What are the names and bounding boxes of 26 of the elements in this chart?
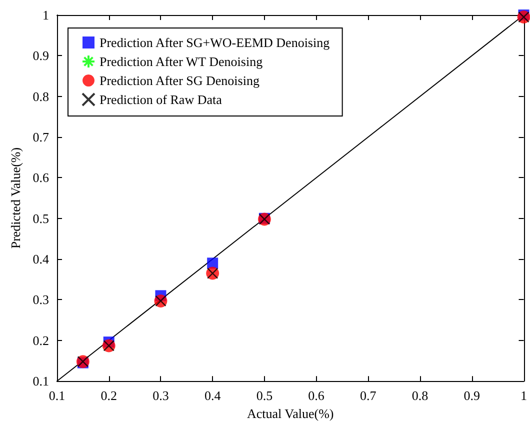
y-tick-label: 1 — [42, 8, 49, 22]
y-tick-label: 0.5 — [32, 210, 49, 226]
x-tick-label: 0.7 — [360, 388, 377, 404]
y-tick-label: 0.8 — [32, 88, 49, 104]
x-tick-label: 0.5 — [256, 388, 273, 404]
x-axis-title: Actual Value(%) — [246, 406, 334, 421]
x-tick-label: 0.1 — [48, 388, 66, 404]
x-tick-label: 0.6 — [308, 388, 325, 404]
legend-label: Prediction After WT Denoising — [100, 54, 264, 69]
y-tick-label: 0.1 — [32, 374, 49, 389]
y-tick-label: 0.7 — [32, 130, 50, 145]
x-tick-label: 1 — [520, 388, 527, 404]
y-tick-label: 0.9 — [32, 48, 49, 64]
x-tick-label: 0.3 — [152, 388, 169, 404]
y-tick-label: 0.2 — [32, 332, 49, 348]
legend-label: Prediction of Raw Data — [100, 92, 222, 107]
x-tick-label: 0.4 — [204, 388, 222, 404]
x-tick-label: 0.8 — [412, 388, 428, 404]
y-tick-label: 0.4 — [32, 252, 50, 267]
y-axis-title: Predicted Value(%) — [8, 147, 23, 249]
x-tick-label: 0.9 — [464, 388, 480, 404]
legend-label: Prediction After SG Denoising — [100, 73, 260, 88]
y-tick-label: 0.6 — [32, 170, 50, 186]
legend-label: Prediction After SG+WO-EEMD Denoising — [100, 35, 330, 50]
x-tick-label: 0.2 — [100, 388, 117, 404]
y-tick-label: 0.3 — [32, 292, 49, 308]
